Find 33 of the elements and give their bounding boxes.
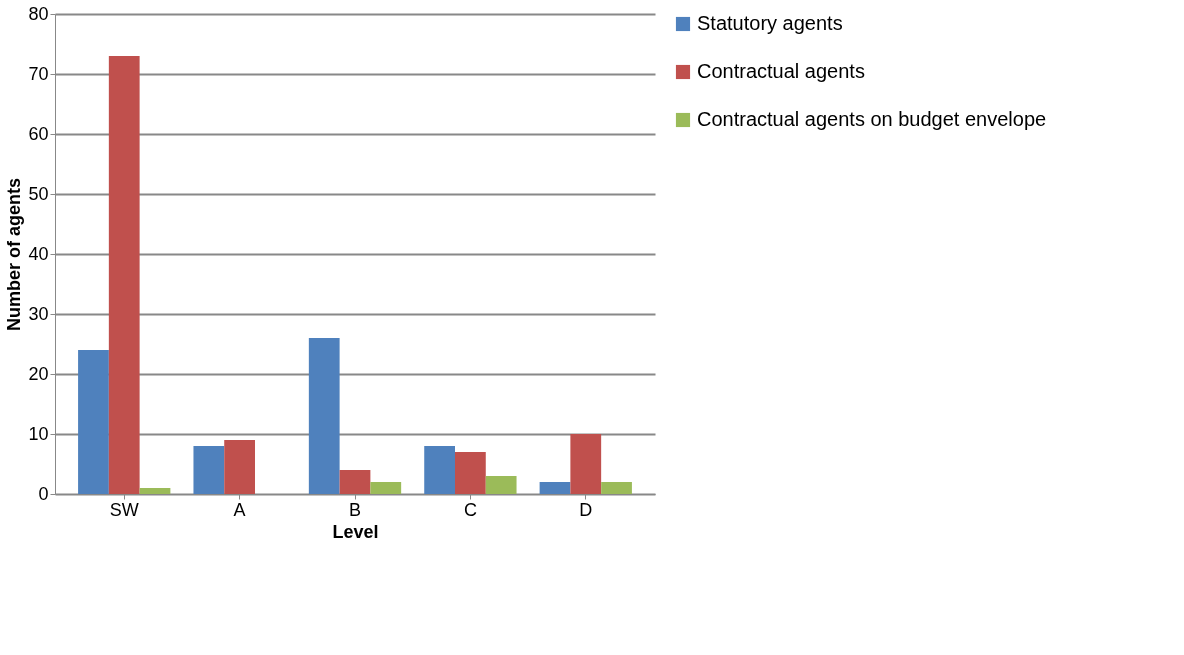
y-tick-label: 20 — [28, 363, 49, 384]
x-tick-label: A — [233, 499, 246, 520]
bar — [308, 338, 340, 494]
y-tick-label: 0 — [38, 483, 49, 504]
y-tick-label: 10 — [28, 423, 49, 444]
x-axis-title: Level — [332, 521, 379, 542]
bar — [139, 488, 171, 494]
bar — [339, 470, 371, 494]
y-tick-label: 70 — [28, 63, 49, 84]
bar — [108, 56, 140, 494]
legend-label: Contractual agents — [697, 60, 865, 82]
x-tick-label: D — [579, 499, 593, 520]
y-tick-label: 30 — [28, 303, 49, 324]
y-tick-label: 60 — [28, 123, 49, 144]
bar — [370, 482, 402, 494]
bar — [193, 446, 225, 494]
bar — [455, 452, 486, 494]
bar — [539, 482, 571, 494]
y-axis-title: Number of agents — [4, 177, 25, 332]
legend-label: Contractual agents on budget envelope — [697, 108, 1047, 130]
bar — [570, 434, 602, 494]
y-tick-label: 50 — [28, 183, 49, 204]
x-tick-label: B — [348, 499, 362, 520]
bar — [78, 350, 109, 494]
x-tick-label: C — [463, 499, 477, 520]
bar — [424, 446, 455, 494]
bar — [601, 482, 632, 494]
x-tick-label: SW — [109, 499, 139, 520]
bar — [224, 440, 255, 494]
legend-label: Statutory agents — [697, 12, 843, 34]
bar — [485, 476, 517, 494]
y-tick-label: 80 — [28, 3, 49, 24]
y-tick-label: 40 — [28, 243, 49, 264]
